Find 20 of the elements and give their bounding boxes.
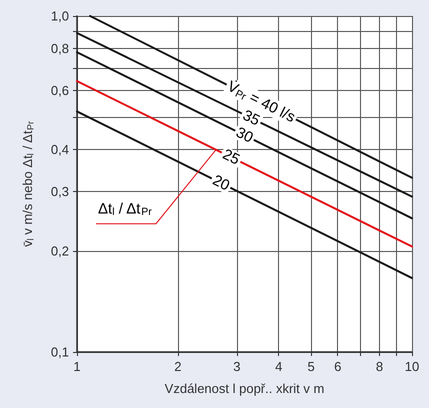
- y-tick-label: 0,8: [50, 41, 69, 56]
- y-tick-label: 0,1: [50, 344, 69, 360]
- text: 25: [220, 146, 242, 169]
- x-tick-label: 6: [334, 359, 342, 374]
- x-tick-label: 3: [233, 359, 240, 374]
- y-tick-label: 0,2: [50, 243, 69, 258]
- x-tick-label: 5: [308, 359, 315, 374]
- y-tick-label: 0,6: [50, 83, 69, 98]
- y-tick-label: 0,3: [50, 184, 69, 200]
- y-tick-label: 0,4: [50, 142, 69, 158]
- y-axis-title: v̄l v m/s nebo Δtl / ΔtPr: [20, 121, 36, 247]
- x-tick-label: 1: [73, 359, 81, 374]
- y-tick-label: 1,0: [50, 8, 69, 24]
- x-tick-label: 2: [174, 359, 182, 374]
- text: 20: [210, 172, 232, 194]
- text: 30: [233, 124, 256, 147]
- x-tick-label: 8: [376, 359, 384, 374]
- x-tick-label: 10: [404, 359, 420, 374]
- x-axis-title: Vzdálenost l popř.. xkrit v m: [164, 381, 324, 396]
- x-tick-label: 4: [275, 359, 282, 374]
